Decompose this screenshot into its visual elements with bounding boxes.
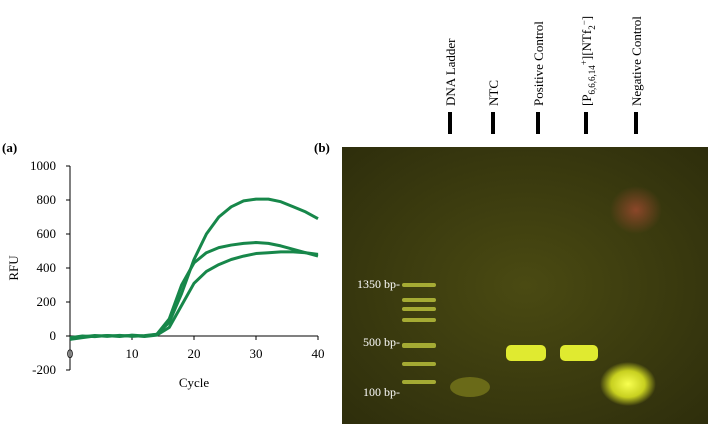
series-line bbox=[69, 250, 319, 340]
size-marker: 100 bp- bbox=[363, 385, 400, 399]
x-tick-label: 10 bbox=[126, 346, 139, 361]
size-marker: 500 bp- bbox=[363, 335, 400, 349]
glow bbox=[610, 186, 662, 234]
x-tick-label: 0 bbox=[67, 346, 74, 361]
lane-tick bbox=[448, 112, 452, 134]
y-tick-label: 200 bbox=[37, 294, 57, 309]
lane-tick bbox=[491, 112, 495, 134]
band bbox=[560, 345, 598, 361]
x-tick-label: 40 bbox=[312, 346, 325, 361]
label-part: 2 bbox=[587, 25, 597, 30]
y-tick-label: 800 bbox=[37, 192, 57, 207]
lane-label: Negative Control bbox=[629, 16, 644, 106]
y-tick-label: 400 bbox=[37, 260, 57, 275]
lane-tick bbox=[536, 112, 540, 134]
panel-label: (a) bbox=[2, 140, 17, 155]
lane-label: NTC bbox=[486, 80, 501, 106]
label-part: − bbox=[579, 20, 589, 25]
label-part: + bbox=[579, 60, 589, 65]
x-tick-label: 30 bbox=[250, 346, 263, 361]
ladder bbox=[402, 283, 436, 384]
y-tick-label: 1000 bbox=[30, 158, 56, 173]
y-tick-label: -200 bbox=[32, 362, 56, 377]
lane-tick bbox=[584, 112, 588, 134]
label-part: [P bbox=[579, 94, 594, 106]
lane-label: DNA Ladder bbox=[443, 38, 458, 106]
lane-label: [P6,6,6,14+][NTf2−] bbox=[579, 16, 597, 106]
series-line bbox=[69, 197, 319, 341]
label-part: ] bbox=[579, 16, 594, 20]
y-tick-label: 0 bbox=[50, 328, 57, 343]
band bbox=[600, 362, 656, 406]
label-part: ][NTf bbox=[579, 29, 594, 60]
panel-label: (b) bbox=[314, 140, 330, 155]
y-axis-label: RFU bbox=[6, 255, 21, 281]
lane-tick bbox=[634, 112, 638, 134]
label-part: 6,6,6,14 bbox=[587, 65, 597, 95]
size-marker: 1350 bp- bbox=[357, 277, 400, 291]
x-axis-label: Cycle bbox=[179, 375, 210, 390]
gel-panel: (b) 1350 bp- 500 bp- 100 bp- DNA Ladder NTC… bbox=[314, 16, 708, 424]
lane-label: Positive Control bbox=[531, 21, 546, 106]
y-tick-label: 600 bbox=[37, 226, 57, 241]
band bbox=[450, 377, 490, 397]
band bbox=[506, 345, 546, 361]
x-tick-label: 20 bbox=[188, 346, 201, 361]
